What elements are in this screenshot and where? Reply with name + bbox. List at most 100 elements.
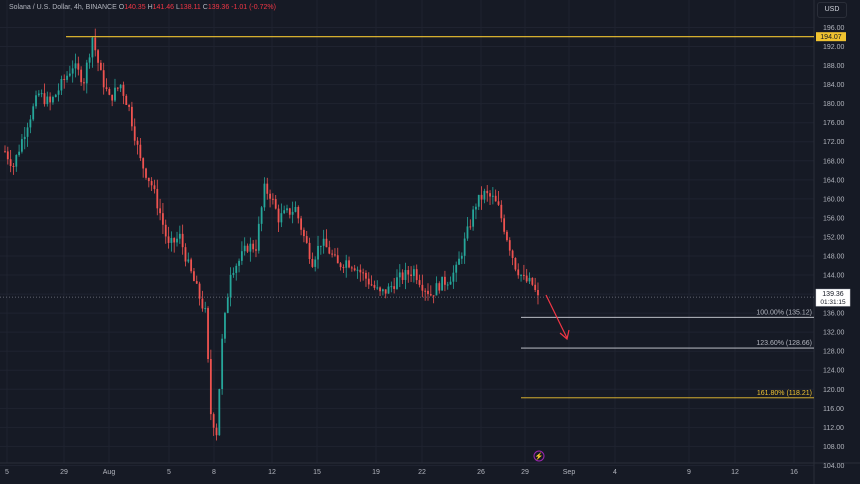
candle-body <box>317 245 319 260</box>
candle-body <box>35 95 37 107</box>
high-price-tag <box>816 32 846 42</box>
currency-button[interactable]: USD <box>817 2 847 18</box>
candle-body <box>266 183 269 194</box>
low-label: L <box>176 4 180 11</box>
candle-body <box>311 259 314 267</box>
candle-body <box>288 208 291 215</box>
candle-body <box>260 207 263 224</box>
lightning-icon-ring <box>533 450 545 462</box>
candle-body <box>274 199 277 209</box>
candle-body <box>429 294 432 296</box>
candle-body <box>508 240 511 251</box>
candle-body <box>294 206 297 212</box>
candle-body <box>54 94 57 98</box>
candle-body <box>29 119 32 128</box>
candle-body <box>164 224 167 237</box>
time-tick-label: 5 <box>5 469 9 476</box>
candle-body <box>207 308 209 360</box>
candle-body <box>435 283 438 296</box>
time-tick-label: 29 <box>521 469 529 476</box>
candle-body <box>480 194 483 200</box>
price-tick-label: 156.00 <box>823 215 845 222</box>
candle-body <box>283 210 286 214</box>
candle-body <box>537 290 539 296</box>
time-axis[interactable]: 5 29 Aug 5 8 12 15 19 22 26 29 Sep 4 9 12 16 <box>5 469 798 476</box>
price-axis[interactable]: 104.00 108.00 112.00 116.00 120.00 124.00 128.… <box>823 25 845 470</box>
candle-body <box>111 94 114 101</box>
candle-body <box>77 63 80 70</box>
candle-body <box>297 206 300 219</box>
price-tick-label: 108.00 <box>823 444 845 451</box>
candle-body <box>438 283 441 291</box>
change-value: -1.01 (-0.72%) <box>231 4 276 11</box>
candle-body <box>483 190 486 200</box>
lightning-icon: ⚡ <box>535 452 544 461</box>
candle-body <box>348 260 350 268</box>
event-icon[interactable]: ⚡ <box>533 450 545 462</box>
candle-body <box>494 195 497 202</box>
symbol-name: Solana / U.S. Dollar, 4h, BINANCE <box>9 4 117 11</box>
candle-body <box>57 90 60 95</box>
candle-body <box>80 69 83 83</box>
price-tick-label: 192.00 <box>823 44 845 51</box>
candle-body <box>393 286 396 289</box>
candle-body <box>528 277 531 282</box>
candle-body <box>511 250 514 258</box>
candle-body <box>444 276 446 285</box>
candle-body <box>455 264 458 273</box>
low-value: 138.11 <box>179 4 201 11</box>
price-tick-label: 144.00 <box>823 273 845 280</box>
candle-body <box>308 242 311 260</box>
candle-body <box>43 93 46 105</box>
projection-arrow[interactable] <box>545 294 568 339</box>
candle-body <box>153 185 156 190</box>
plot-area[interactable] <box>0 0 814 463</box>
candle-body <box>334 254 336 256</box>
candle-body <box>49 96 52 103</box>
candle-body <box>215 427 218 436</box>
candle-body <box>441 276 443 291</box>
candle-body <box>52 97 54 103</box>
candle-body <box>328 247 331 254</box>
candle-body <box>525 275 528 282</box>
candle-body <box>497 201 500 205</box>
candle-body <box>218 389 221 436</box>
candle-body <box>32 106 35 120</box>
candle-body <box>114 87 116 101</box>
price-tick-label: 164.00 <box>823 177 845 184</box>
price-tick-label: 124.00 <box>823 368 845 375</box>
candle-body <box>390 286 393 288</box>
candle-body <box>325 238 328 248</box>
candle-body <box>91 37 94 58</box>
candle-body <box>201 298 204 309</box>
candle-body <box>212 414 215 428</box>
candle-body <box>418 280 421 285</box>
candle-body <box>156 189 159 209</box>
candle-body <box>85 62 88 84</box>
candle-body <box>336 255 339 264</box>
time-tick-label: 9 <box>687 469 691 476</box>
candle-body <box>94 37 97 51</box>
candle-body <box>133 126 136 141</box>
candle-body <box>407 270 410 275</box>
candle-body <box>246 245 249 252</box>
candle-body <box>204 308 207 310</box>
candle-body <box>125 95 128 105</box>
candle-body <box>413 269 415 276</box>
candle-body <box>458 258 460 265</box>
candle-body <box>142 158 145 169</box>
candle-body <box>356 269 359 271</box>
candle-body <box>396 277 398 289</box>
candle-body <box>387 286 390 294</box>
candle-body <box>105 87 108 89</box>
candle-body <box>83 82 85 84</box>
price-tick-label: 160.00 <box>823 196 845 203</box>
candle-body <box>421 284 424 291</box>
high-value: 141.46 <box>152 4 175 11</box>
candle-body <box>198 283 201 299</box>
candle-body <box>350 267 353 269</box>
time-tick-label: 4 <box>613 469 617 476</box>
candle-body <box>63 78 66 80</box>
candle-body <box>6 151 9 160</box>
